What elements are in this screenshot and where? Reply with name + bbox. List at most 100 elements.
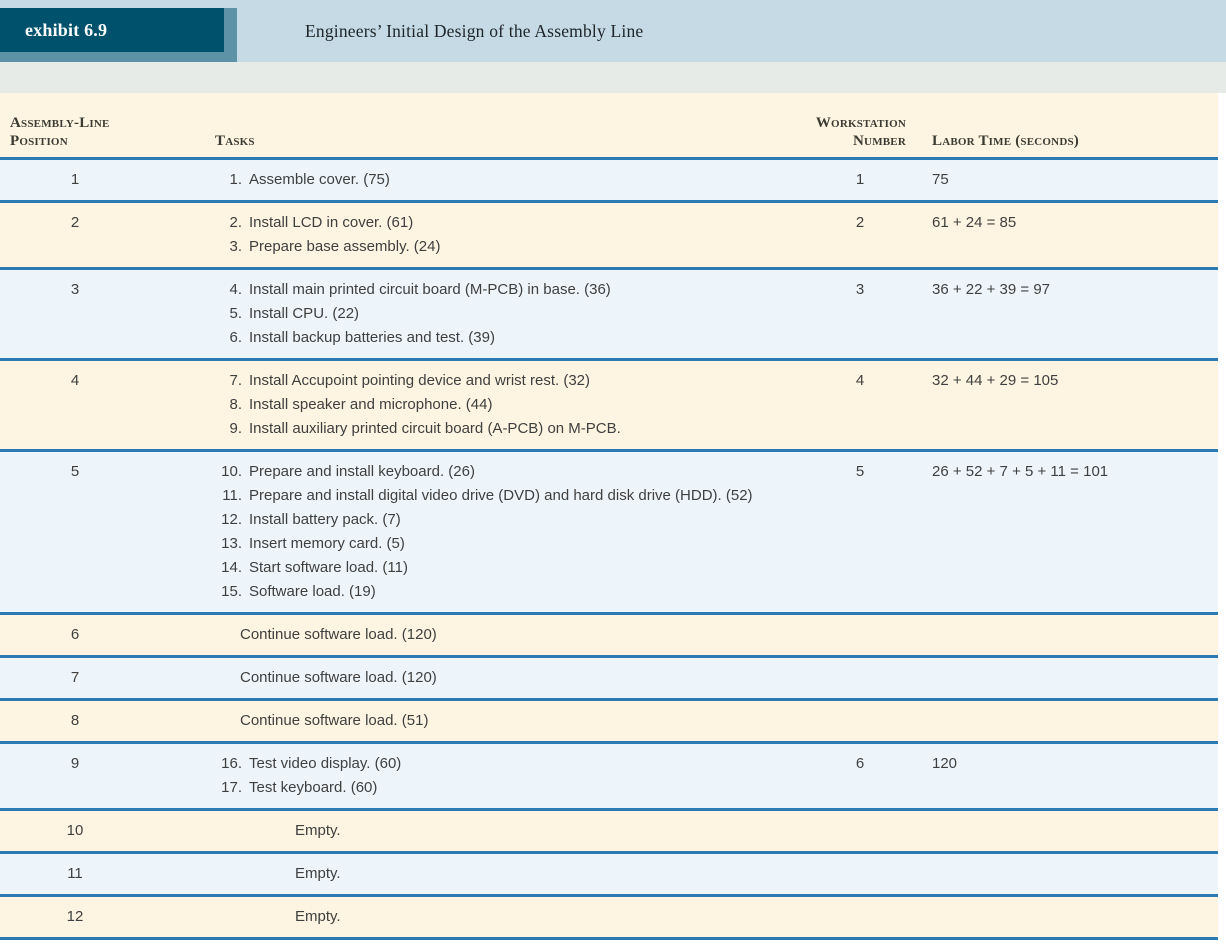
labor-time-cell	[920, 666, 1218, 690]
tasks-cell: 16. Test video display. (60) 17. Test keybo…	[150, 752, 800, 800]
task-number: 13.	[221, 535, 242, 552]
position-cell: 3	[70, 281, 80, 298]
position-cell: 5	[70, 463, 80, 480]
labor-time-cell: 61 + 24 = 85	[932, 214, 1017, 231]
task-text: Prepare and install keyboard. (26)	[249, 463, 475, 480]
task-number: 8.	[229, 396, 242, 413]
task-line: 7. Install Accupoint pointing device and …	[150, 369, 800, 393]
background-strip	[0, 62, 1226, 93]
task-number: 1.	[229, 171, 242, 188]
workstation-cell	[800, 819, 920, 843]
task-line: 17. Test keyboard. (60)	[150, 776, 800, 800]
task-text: Assemble cover. (75)	[249, 171, 390, 188]
labor-time-cell	[920, 819, 1218, 843]
position-cell: 10	[66, 822, 84, 839]
task-text: Insert memory card. (5)	[249, 535, 405, 552]
table-row: 2 2. Install LCD in cover. (61) 3. Prepare …	[0, 200, 1218, 267]
tasks-cell: 4. Install main printed circuit board (M-…	[150, 278, 800, 350]
labor-time-cell: 36 + 22 + 39 = 97	[932, 281, 1051, 298]
tasks-cell: 10. Prepare and install keyboard. (26) 11.…	[150, 460, 800, 604]
labor-time-cell	[920, 709, 1218, 733]
table-row: 5 10. Prepare and install keyboard. (26) 1…	[0, 449, 1218, 612]
header-assembly-line-position: Assembly-Line Position	[10, 115, 110, 149]
tasks-cell: Empty.	[295, 908, 341, 925]
task-text: Prepare base assembly. (24)	[249, 238, 441, 255]
tasks-cell: 2. Install LCD in cover. (61) 3. Prepare ba…	[150, 211, 800, 259]
table-row: 8 Continue software load. (51)	[0, 698, 1218, 741]
tasks-cell: Continue software load. (120)	[240, 669, 437, 686]
task-number: 12.	[221, 511, 242, 528]
exhibit-box-shadow: exhibit 6.9	[0, 8, 237, 62]
task-number: 7.	[229, 372, 242, 389]
workstation-cell: 6	[855, 755, 865, 772]
workstation-cell: 5	[855, 463, 865, 480]
workstation-cell	[800, 666, 920, 690]
header-workstation-number: Workstation Number	[815, 115, 906, 149]
task-text: Install auxiliary printed circuit board …	[249, 420, 621, 437]
tasks-cell: Empty.	[295, 865, 341, 882]
exhibit-label: exhibit 6.9	[25, 19, 108, 40]
header-labor-time: Labor Time (seconds)	[932, 133, 1079, 149]
position-cell: 7	[70, 669, 80, 686]
task-number: 6.	[229, 329, 242, 346]
tasks-cell: 1. Assemble cover. (75)	[150, 168, 800, 192]
task-text: Test keyboard. (60)	[249, 779, 378, 796]
position-cell: 1	[70, 171, 80, 188]
labor-time-cell: 26 + 52 + 7 + 5 + 11 = 101	[932, 463, 1109, 480]
labor-time-cell	[920, 905, 1218, 929]
workstation-cell	[800, 905, 920, 929]
task-number: 16.	[221, 755, 242, 772]
task-line: 1. Assemble cover. (75)	[150, 168, 800, 192]
labor-time-cell	[920, 623, 1218, 647]
position-cell: 9	[70, 755, 80, 772]
header-tasks: Tasks	[215, 133, 255, 149]
task-line: 13. Insert memory card. (5)	[150, 532, 800, 556]
tasks-cell: Empty.	[295, 822, 341, 839]
task-text: Prepare and install digital video drive …	[249, 487, 753, 504]
task-line: 11. Prepare and install digital video dri…	[150, 484, 800, 508]
task-line: 3. Prepare base assembly. (24)	[150, 235, 800, 259]
task-text: Install Accupoint pointing device and wr…	[249, 372, 591, 389]
task-line: 12. Install battery pack. (7)	[150, 508, 800, 532]
task-line: 2. Install LCD in cover. (61)	[150, 211, 800, 235]
table-header-row: Assembly-Line Position Tasks Workstation…	[0, 93, 1218, 157]
task-number: 11.	[222, 487, 242, 504]
task-number: 9.	[229, 420, 242, 437]
exhibit-title: Engineers’ Initial Design of the Assembl…	[305, 20, 644, 41]
task-text: Install LCD in cover. (61)	[249, 214, 414, 231]
workstation-cell: 1	[855, 171, 865, 188]
assembly-line-table: Assembly-Line Position Tasks Workstation…	[0, 93, 1218, 940]
workstation-cell	[800, 862, 920, 886]
workstation-cell: 4	[855, 372, 865, 389]
workstation-cell	[800, 623, 920, 647]
task-line: 9. Install auxiliary printed circuit boar…	[150, 417, 800, 441]
workstation-cell: 3	[855, 281, 865, 298]
table-row: 1 1. Assemble cover. (75) 1 75	[0, 157, 1218, 200]
task-line: 10. Prepare and install keyboard. (26)	[150, 460, 800, 484]
position-cell: 2	[70, 214, 80, 231]
table-row: 9 16. Test video display. (60) 17. Test key…	[0, 741, 1218, 808]
task-number: 3.	[229, 238, 242, 255]
table-row: 7 Continue software load. (120)	[0, 655, 1218, 698]
position-cell: 4	[70, 372, 80, 389]
task-number: 15.	[221, 583, 242, 600]
table-body: 1 1. Assemble cover. (75) 1 7 5 2 2. Instal…	[0, 157, 1218, 940]
task-line: 5. Install CPU. (22)	[150, 302, 800, 326]
task-number: 17.	[221, 779, 242, 796]
task-line: 16. Test video display. (60)	[150, 752, 800, 776]
task-number: 4.	[229, 281, 242, 298]
labor-time-cell: 120	[932, 755, 958, 772]
task-text: Software load. (19)	[249, 583, 376, 600]
table-row: 12 Empty.	[0, 894, 1218, 940]
task-text: Install CPU. (22)	[249, 305, 360, 322]
task-text: Start software load. (11)	[249, 559, 408, 576]
position-cell: 11	[67, 865, 83, 882]
table-row: 3 4. Install main printed circuit board (…	[0, 267, 1218, 358]
table-row: 11 Empty.	[0, 851, 1218, 894]
table-row: 10 Empty.	[0, 808, 1218, 851]
task-text: Install speaker and microphone. (44)	[249, 396, 493, 413]
exhibit-banner: exhibit 6.9 Engineers’ Initial Design of…	[0, 0, 1226, 62]
tasks-cell: Continue software load. (51)	[240, 712, 429, 729]
task-text: Install battery pack. (7)	[249, 511, 401, 528]
position-cell: 12	[66, 908, 84, 925]
